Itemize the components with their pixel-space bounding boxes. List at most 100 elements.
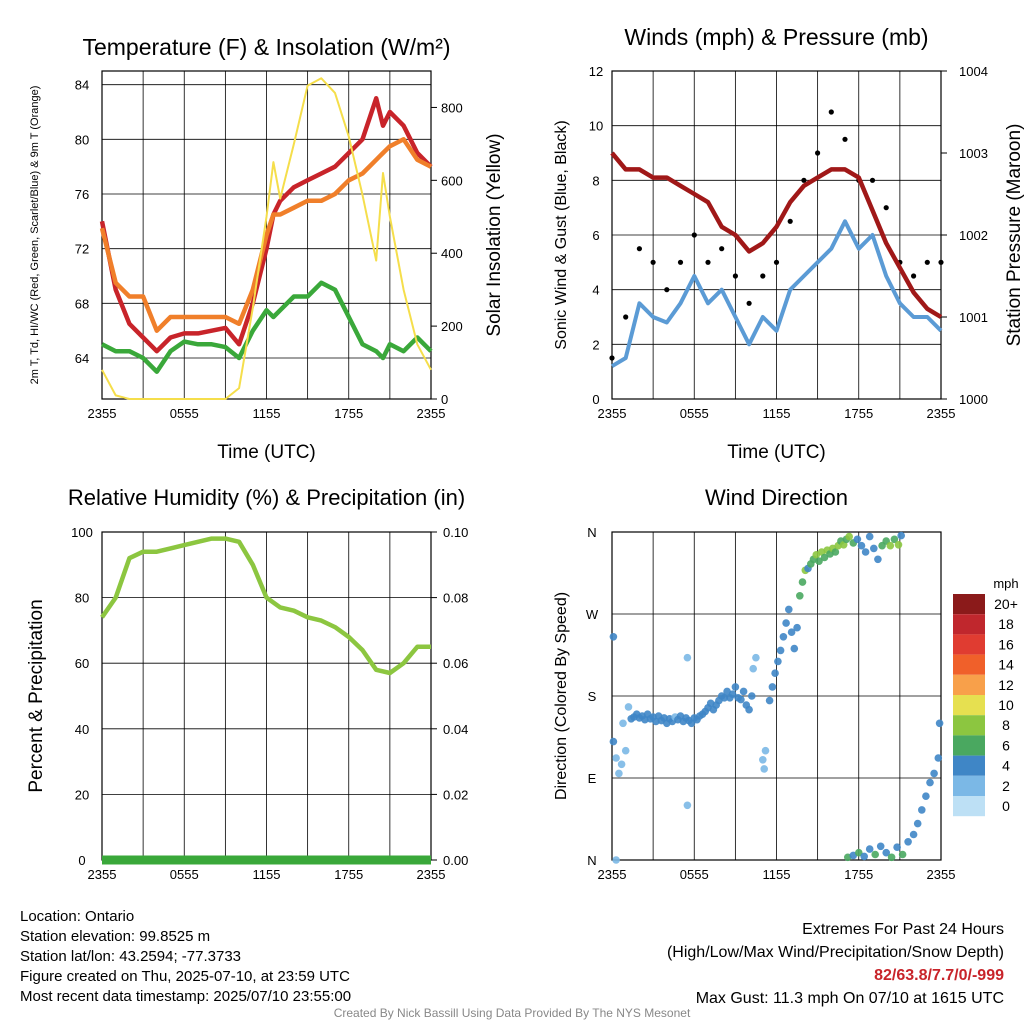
direction-point	[845, 532, 853, 541]
direction-point	[683, 653, 692, 662]
legend-label: 6	[1002, 737, 1010, 753]
direction-point	[749, 664, 757, 673]
direction-point	[728, 690, 737, 698]
y-tick-label: 0	[78, 853, 85, 868]
y-tick-label: 12	[589, 64, 603, 79]
gust-point	[924, 259, 930, 265]
direction-point	[761, 746, 770, 755]
legend-label: 12	[998, 677, 1014, 693]
station-info: Location: Ontario Station elevation: 99.…	[20, 907, 351, 1007]
extremes-title: Extremes For Past 24 Hours	[802, 921, 1004, 938]
direction-point	[926, 778, 934, 787]
y2-tick-label: 1000	[959, 392, 988, 407]
direction-point	[787, 628, 796, 636]
direction-point	[790, 644, 799, 653]
direction-point	[793, 623, 801, 632]
direction-point	[855, 848, 863, 857]
y2-tick-label: 0.10	[443, 525, 468, 540]
gust-point	[677, 259, 684, 265]
direction-point	[760, 765, 768, 773]
y2-tick-label: 1002	[959, 228, 988, 243]
series-line-orange	[99, 137, 433, 333]
y2-tick-label: 1003	[959, 146, 988, 161]
gust-point	[883, 205, 889, 211]
gust-point	[705, 259, 711, 265]
gust-point	[650, 259, 656, 265]
gust-point	[815, 150, 821, 156]
y2-tick-label: 400	[441, 246, 463, 261]
gust-point	[732, 273, 739, 279]
x-tick-label: 2355	[417, 867, 446, 882]
direction-point	[860, 852, 868, 861]
x-tick-label: 2355	[927, 406, 956, 421]
y2-axis-label: Station Pressure (Maroon)	[1004, 124, 1024, 347]
direction-point	[831, 548, 840, 556]
x-tick-label: 1755	[334, 406, 363, 421]
x-tick-label: 2355	[88, 406, 117, 421]
direction-point	[798, 578, 807, 586]
y-tick-label: S	[588, 689, 597, 704]
direction-point	[922, 792, 930, 800]
x-tick-label: 1155	[253, 867, 281, 882]
legend-swatch	[953, 614, 985, 635]
gust-point	[623, 314, 629, 320]
x-tick-label: 0555	[170, 867, 199, 882]
y-tick-label: 76	[75, 187, 89, 202]
direction-point	[861, 548, 870, 556]
chart-title: Winds (mph) & Pressure (mb)	[624, 24, 928, 50]
legend-label: 14	[998, 657, 1014, 673]
direction-point	[890, 535, 899, 544]
gust-point	[801, 177, 807, 183]
legend-swatch	[953, 695, 985, 716]
y2-tick-label: 1001	[959, 310, 988, 325]
legend-label: 2	[1002, 778, 1010, 794]
direction-point	[683, 801, 692, 810]
y2-tick-label: 0.02	[443, 787, 468, 802]
direction-point	[934, 754, 943, 762]
legend-title: mph	[993, 576, 1018, 591]
pressure-line	[610, 151, 943, 319]
direction-point	[779, 633, 788, 641]
direction-point	[745, 705, 753, 714]
y-tick-label: 80	[75, 591, 89, 606]
y-tick-label: 20	[75, 787, 89, 802]
gust-point	[773, 259, 780, 265]
credit-text: Created By Nick Bassill Using Data Provi…	[333, 1006, 691, 1020]
x-tick-label: 0555	[680, 406, 709, 421]
direction-point	[737, 695, 745, 704]
y2-tick-label: 0.06	[443, 656, 468, 671]
y-tick-label: 40	[75, 722, 89, 737]
x-tick-label: 1755	[844, 867, 873, 882]
direction-point	[615, 769, 623, 778]
latlon-text: Station lat/lon: 43.2594; -77.3733	[20, 948, 242, 965]
direction-point	[748, 692, 756, 700]
direction-point	[874, 555, 882, 564]
direction-point	[918, 806, 926, 814]
direction-point	[897, 531, 905, 540]
y-tick-label: 80	[75, 132, 89, 147]
y2-tick-label: 0.08	[443, 591, 468, 606]
legend-swatch	[953, 775, 985, 796]
legend-swatch	[953, 674, 985, 695]
extremes-values: 82/63.8/7.7/0/-999	[874, 967, 1004, 984]
direction-point	[876, 842, 885, 851]
y-axis-label: Direction (Colored By Speed)	[553, 592, 570, 800]
direction-point	[853, 535, 862, 544]
extremes-subtitle: (High/Low/Max Wind/Precipitation/Snow De…	[666, 944, 1004, 961]
y-axis-label: Sonic Wind & Gust (Blue, Black)	[553, 120, 570, 349]
created-text: Figure created on Thu, 2025-07-10, at 23…	[20, 968, 350, 985]
max-gust-text: Max Gust: 11.3 mph On 07/10 at 1615 UTC	[695, 990, 1004, 1007]
series-line-yellow	[101, 77, 432, 400]
series-line-green	[100, 280, 433, 374]
extremes-box: Extremes For Past 24 Hours (High/Low/Max…	[667, 918, 1004, 1010]
legend-swatch	[953, 796, 985, 817]
direction-point	[870, 544, 878, 553]
direction-point	[898, 850, 907, 859]
chart-title: Relative Humidity (%) & Precipitation (i…	[68, 485, 465, 510]
legend-label: 8	[1002, 717, 1010, 733]
rh-line	[100, 536, 431, 676]
recent-data-text: Most recent data timestamp: 2025/07/10 2…	[20, 988, 352, 1005]
y-tick-label: W	[586, 607, 599, 622]
x-tick-label: 1755	[334, 867, 363, 882]
direction-point	[771, 669, 779, 677]
